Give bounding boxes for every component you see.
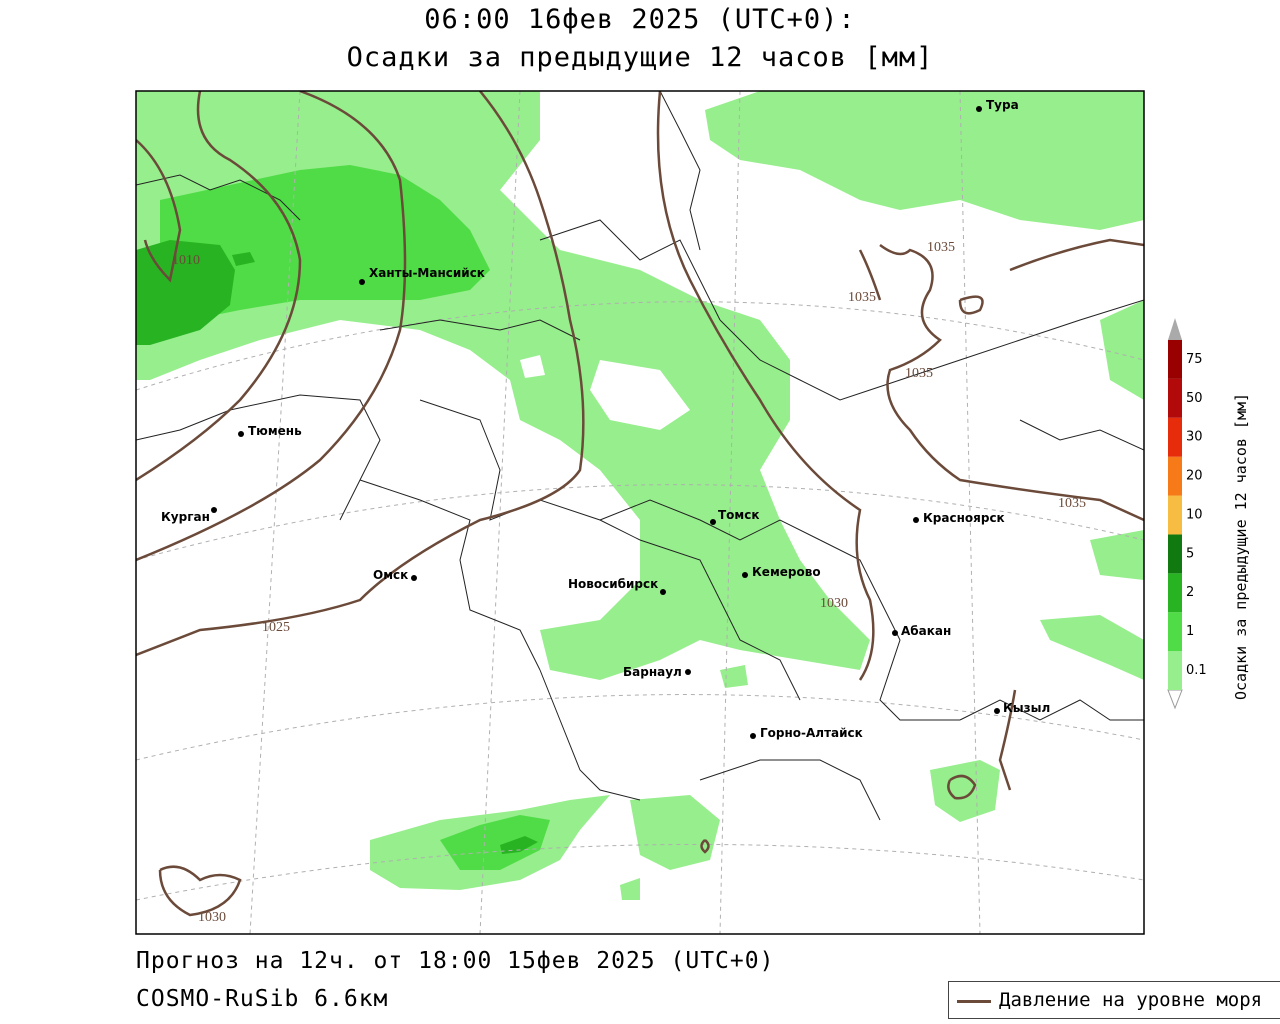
city-label: Курган: [161, 510, 210, 524]
city-dot: [976, 106, 982, 112]
colorbar-segment: [1168, 378, 1182, 418]
colorbar-segment: [1168, 495, 1182, 535]
city-dot: [411, 575, 417, 581]
precip-colorbar: 0.1 1 2 5 10 20 30 50 75: [1167, 318, 1207, 710]
pressure-legend-label: Давление на уровне моря: [999, 989, 1263, 1011]
city-dot: [710, 519, 716, 525]
colorbar-tick-label: 20: [1186, 469, 1203, 484]
city-label: Новосибирск: [568, 577, 658, 591]
isobar-label: 1030: [198, 910, 226, 925]
colorbar-tick-label: 5: [1186, 546, 1194, 561]
colorbar-segment: [1168, 573, 1182, 613]
isobar-labels: 1010 1025 1030 1030 1035 1035 1035 1035: [172, 240, 1086, 925]
isobar-label: 1030: [820, 596, 848, 611]
isobar-label: 1035: [848, 290, 876, 305]
city-label: Кемерово: [752, 565, 821, 579]
city-label: Томск: [718, 508, 760, 522]
city-dot: [660, 589, 666, 595]
city-dot: [359, 279, 365, 285]
cities: Тура Ханты-Мансийск Тюмень Курган Омск Н…: [161, 98, 1050, 740]
map-title-variable: Осадки за предыдущие 12 часов [мм]: [346, 42, 934, 73]
colorbar-tick-label: 30: [1186, 430, 1203, 445]
city-label: Горно-Алтайск: [760, 726, 863, 740]
colorbar-arrow-low: [1167, 689, 1183, 710]
colorbar-tick-label: 10: [1186, 507, 1203, 522]
colorbar-arrow-high: [1168, 318, 1182, 340]
isobar-label: 1035: [905, 366, 933, 381]
city-dot: [913, 517, 919, 523]
city-label: Тура: [986, 98, 1019, 112]
model-name: COSMO-RuSib 6.6км: [136, 986, 389, 1012]
grid-lines: [136, 91, 1144, 934]
colorbar-segment: [1168, 340, 1182, 379]
city-dot: [685, 669, 691, 675]
city-dot: [211, 507, 217, 513]
isobar-label: 1035: [927, 240, 955, 255]
city-label: Барнаул: [623, 665, 682, 679]
city-dot: [238, 431, 244, 437]
forecast-info: Прогноз на 12ч. от 18:00 15фев 2025 (UTC…: [136, 948, 775, 974]
isobar-label: 1025: [262, 620, 290, 635]
city-label: Тюмень: [248, 424, 302, 438]
colorbar-segment: [1168, 417, 1182, 457]
pressure-legend-line: [957, 1000, 991, 1003]
colorbar-tick-label: 50: [1186, 391, 1203, 406]
region-boundaries: [136, 91, 1144, 821]
isobar-label: 1035: [1058, 496, 1086, 511]
precip-area-medium: [160, 165, 550, 870]
colorbar-tick-label: 2: [1186, 585, 1194, 600]
city-label: Кызыл: [1003, 701, 1050, 715]
colorbar-segment: [1168, 534, 1182, 574]
city-dot: [994, 708, 1000, 714]
map-frame: [135, 90, 1145, 935]
colorbar-tick-label: 75: [1186, 352, 1203, 367]
colorbar-segment: [1168, 456, 1182, 496]
colorbar-tick-label: 0.1: [1186, 663, 1207, 678]
colorbar-segment: [1168, 651, 1182, 690]
city-label: Ханты-Мансийск: [369, 266, 485, 280]
city-dot: [892, 630, 898, 636]
city-label: Абакан: [901, 624, 951, 638]
precip-area-heavy: [136, 240, 538, 854]
colorbar-segment: [1168, 612, 1182, 652]
pressure-legend: Давление на уровне моря: [948, 981, 1280, 1019]
precipitation-map: 1010 1025 1030 1030 1035 1035 1035 1035 …: [135, 90, 1207, 935]
precip-gap: [520, 355, 690, 430]
city-label: Красноярск: [923, 511, 1005, 525]
colorbar-tick-label: 1: [1186, 624, 1194, 639]
map-title-time: 06:00 16фев 2025 (UTC+0):: [424, 4, 856, 35]
city-label: Омск: [373, 568, 408, 582]
city-dot: [742, 572, 748, 578]
isobars: [136, 91, 1144, 917]
city-dot: [750, 733, 756, 739]
isobar-label: 1010: [172, 253, 200, 268]
